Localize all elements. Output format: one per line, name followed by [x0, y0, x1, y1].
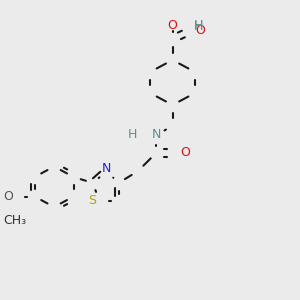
- Text: CH₃: CH₃: [4, 214, 27, 226]
- Text: S: S: [88, 194, 96, 208]
- Text: O: O: [168, 19, 178, 32]
- Text: N: N: [102, 162, 111, 175]
- Text: H: H: [128, 128, 137, 142]
- Text: H: H: [194, 20, 203, 32]
- Text: O: O: [3, 190, 13, 203]
- Text: H: H: [194, 19, 203, 32]
- Text: N: N: [152, 128, 161, 142]
- Text: O: O: [195, 23, 205, 37]
- Text: O: O: [180, 146, 190, 160]
